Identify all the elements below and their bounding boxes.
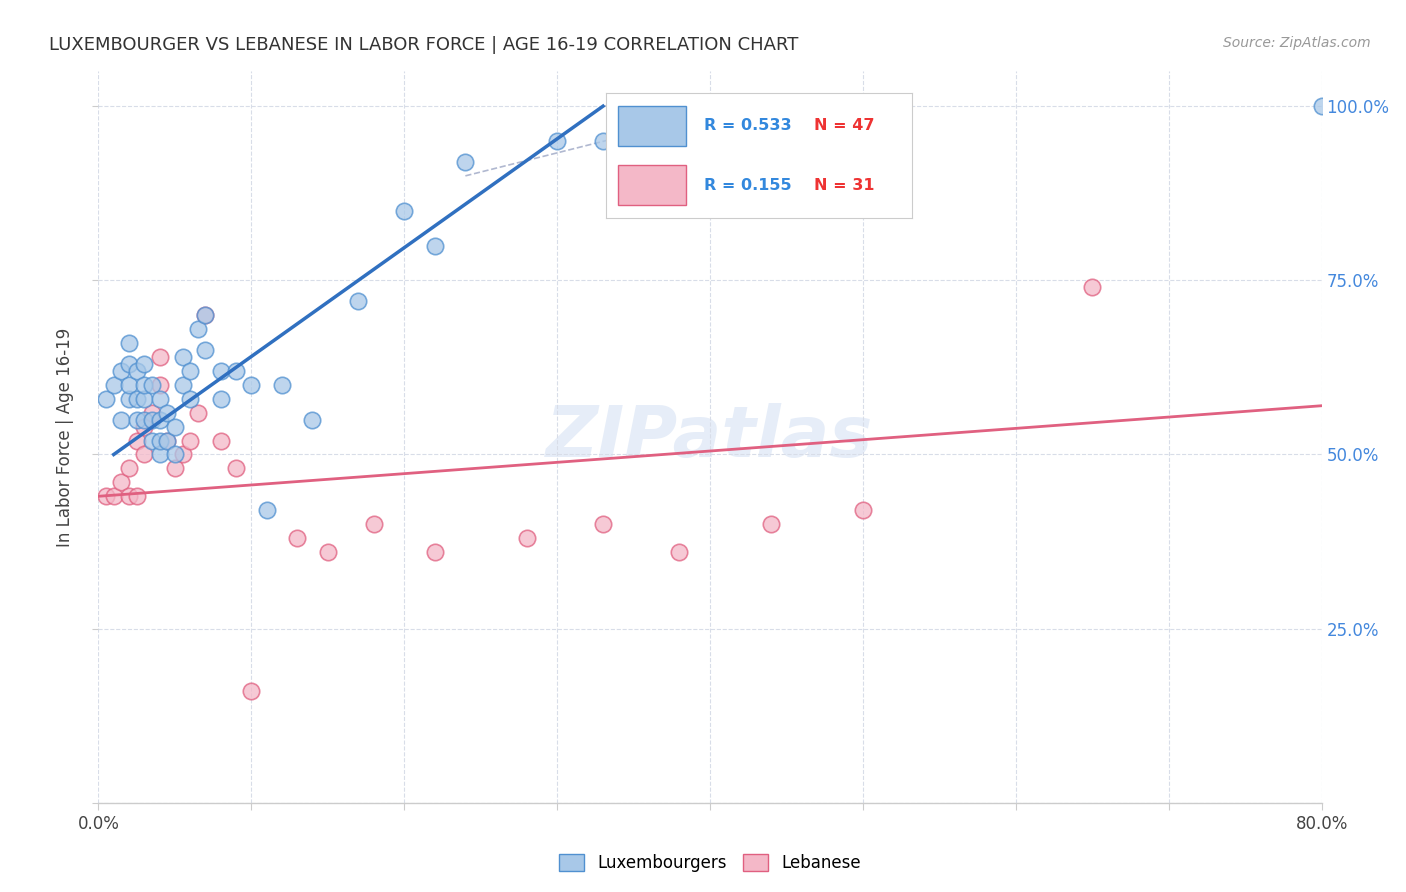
Point: [103, 489, 125, 503]
Point: [194, 308, 217, 322]
Point: [194, 343, 217, 357]
Point: [103, 377, 125, 392]
Point: [240, 684, 263, 698]
Point: [149, 392, 172, 406]
Point: [149, 448, 172, 462]
Point: [141, 434, 163, 448]
Text: Source: ZipAtlas.com: Source: ZipAtlas.com: [1223, 36, 1371, 50]
Point: [516, 531, 538, 545]
Point: [668, 545, 690, 559]
Point: [156, 434, 179, 448]
Point: [301, 412, 323, 426]
Point: [134, 419, 156, 434]
Point: [125, 434, 148, 448]
Point: [125, 489, 148, 503]
Point: [163, 461, 186, 475]
Point: [94, 392, 117, 406]
Point: [225, 364, 247, 378]
Point: [125, 392, 148, 406]
Point: [179, 434, 201, 448]
Point: [125, 364, 148, 378]
Point: [149, 434, 172, 448]
Point: [852, 503, 875, 517]
Point: [187, 322, 209, 336]
Point: [179, 364, 201, 378]
Point: [118, 336, 141, 351]
Point: [1310, 99, 1333, 113]
Y-axis label: In Labor Force | Age 16-19: In Labor Force | Age 16-19: [56, 327, 75, 547]
Point: [347, 294, 370, 309]
Point: [134, 377, 156, 392]
Point: [592, 517, 614, 532]
Point: [110, 364, 132, 378]
Point: [163, 448, 186, 462]
Point: [225, 461, 247, 475]
Point: [125, 412, 148, 426]
Point: [94, 489, 117, 503]
Point: [149, 412, 172, 426]
Point: [256, 503, 278, 517]
Point: [141, 412, 163, 426]
Point: [209, 392, 232, 406]
Point: [149, 377, 172, 392]
Point: [172, 377, 194, 392]
Point: [134, 448, 156, 462]
Point: [423, 545, 446, 559]
Point: [392, 203, 416, 218]
Point: [546, 134, 568, 148]
Point: [423, 238, 446, 252]
Point: [156, 434, 179, 448]
Point: [141, 377, 163, 392]
Point: [270, 377, 292, 392]
Point: [134, 412, 156, 426]
Point: [149, 350, 172, 364]
Point: [1081, 280, 1104, 294]
Point: [118, 461, 141, 475]
Point: [134, 392, 156, 406]
Point: [209, 434, 232, 448]
Point: [454, 155, 477, 169]
Text: ZIPatlas: ZIPatlas: [547, 402, 873, 472]
Point: [759, 517, 782, 532]
Point: [163, 419, 186, 434]
Point: [194, 308, 217, 322]
Point: [118, 357, 141, 371]
Point: [316, 545, 339, 559]
Point: [134, 357, 156, 371]
Point: [363, 517, 385, 532]
Point: [118, 392, 141, 406]
Point: [156, 406, 179, 420]
Point: [110, 475, 132, 490]
Text: LUXEMBOURGER VS LEBANESE IN LABOR FORCE | AGE 16-19 CORRELATION CHART: LUXEMBOURGER VS LEBANESE IN LABOR FORCE …: [49, 36, 799, 54]
Point: [187, 406, 209, 420]
Point: [118, 377, 141, 392]
Point: [110, 412, 132, 426]
Point: [172, 350, 194, 364]
Point: [285, 531, 308, 545]
Point: [209, 364, 232, 378]
Point: [592, 134, 614, 148]
Point: [172, 448, 194, 462]
Point: [240, 377, 263, 392]
Point: [179, 392, 201, 406]
Point: [141, 406, 163, 420]
Legend: Luxembourgers, Lebanese: Luxembourgers, Lebanese: [553, 847, 868, 879]
Point: [118, 489, 141, 503]
